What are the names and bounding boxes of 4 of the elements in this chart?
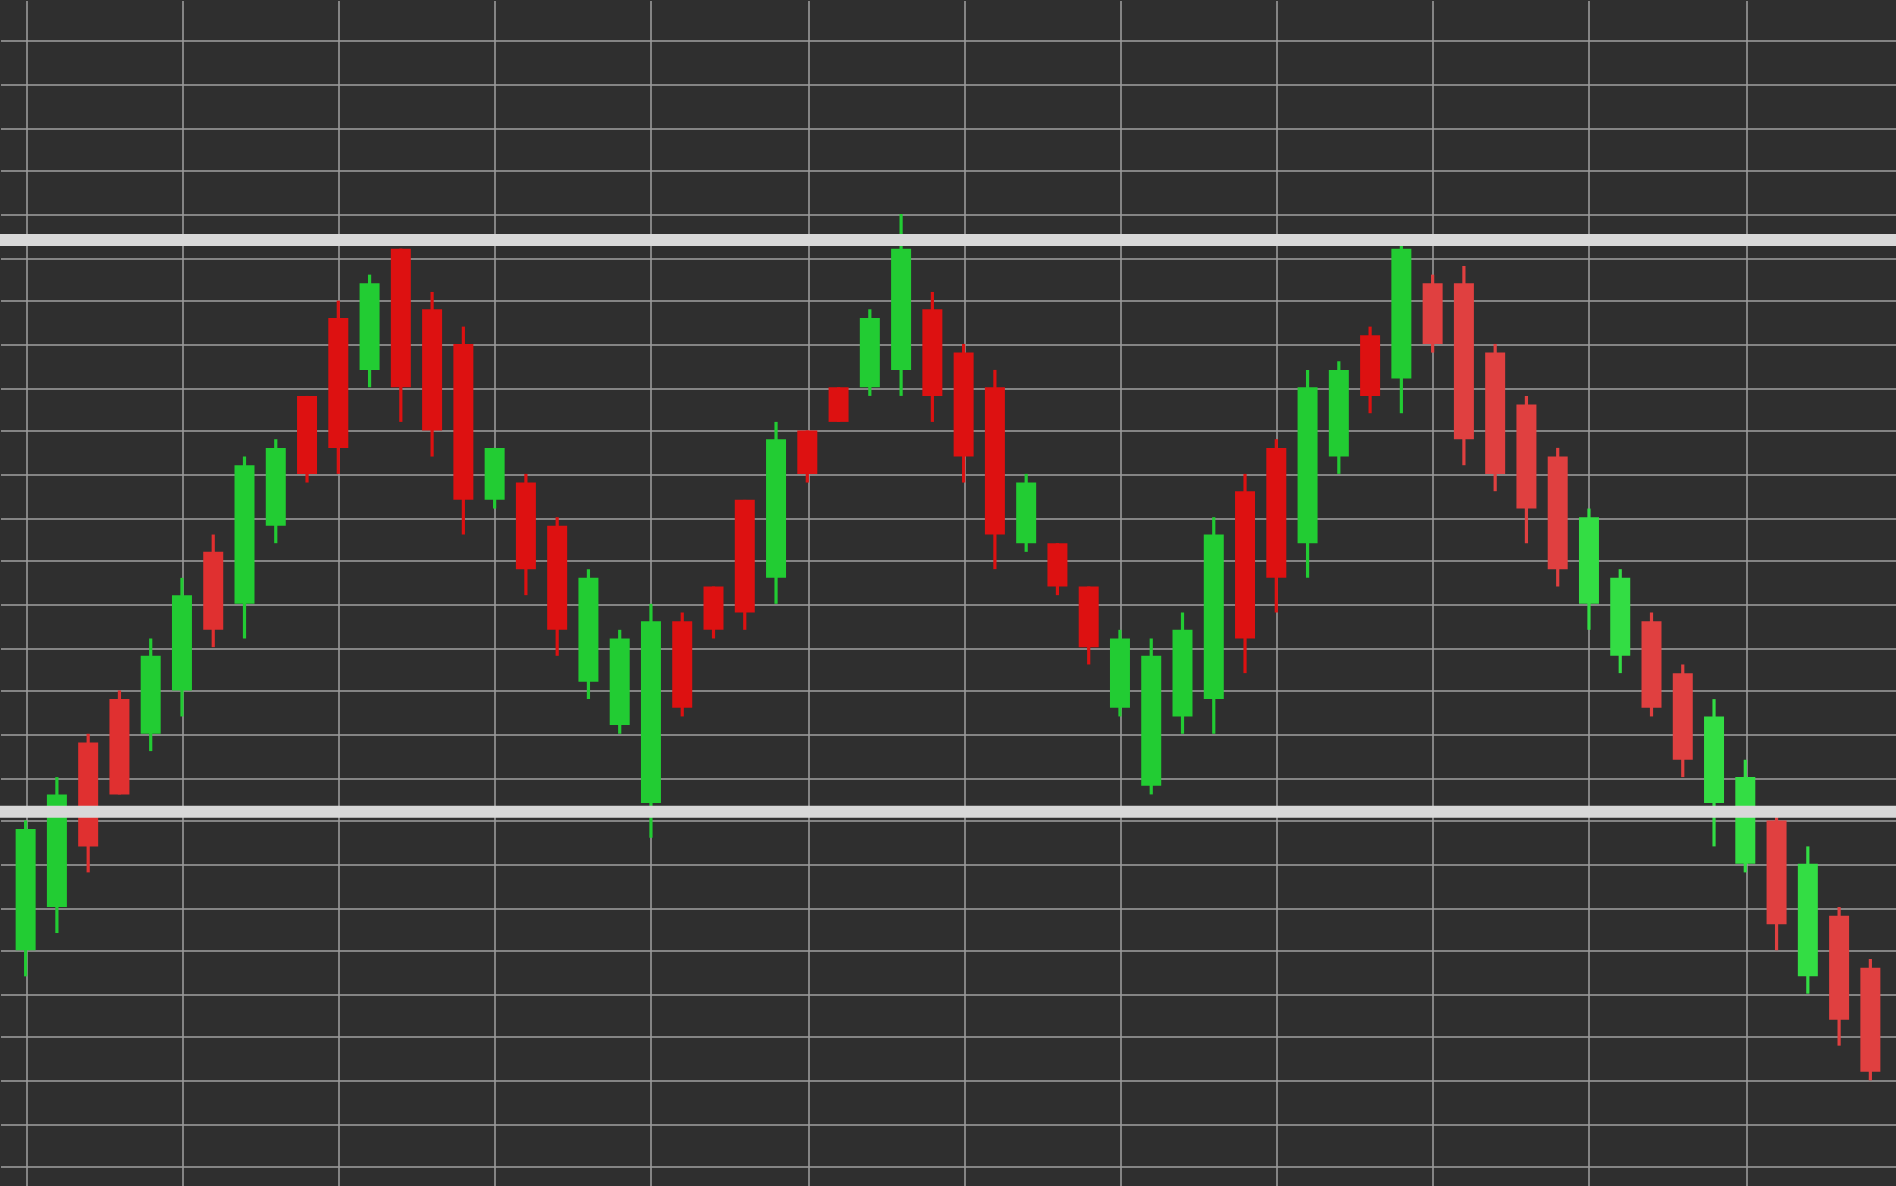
- candlestick: [703, 584, 724, 641]
- candlestick: [828, 385, 849, 424]
- candlestick: [797, 428, 818, 485]
- candlestick: [1047, 541, 1068, 597]
